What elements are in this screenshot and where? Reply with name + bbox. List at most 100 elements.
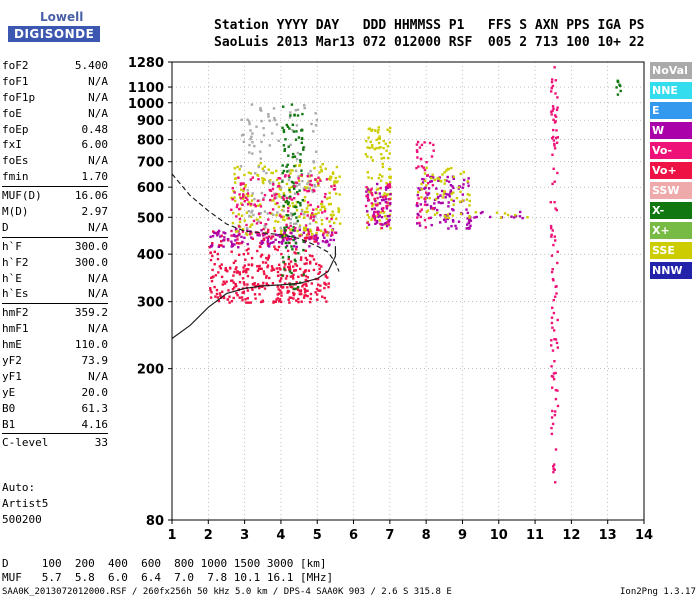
data-point [300,169,303,172]
data-point [373,197,376,201]
data-point [447,201,450,204]
data-point [321,234,325,237]
data-point [292,273,295,276]
data-point [550,235,553,238]
data-point [314,212,318,216]
data-point [307,230,310,233]
data-point [384,188,388,191]
data-point [316,180,319,183]
data-point [304,269,307,272]
data-point [265,276,268,279]
data-point [417,213,420,217]
data-point [283,175,287,178]
data-point [275,192,278,196]
data-point [299,258,303,261]
data-point [371,146,374,149]
data-point [286,265,290,269]
data-point [295,248,298,251]
data-point [290,185,293,189]
data-point [264,226,267,229]
data-point [300,174,303,177]
data-point [314,291,317,294]
data-point [261,300,264,303]
data-point [247,301,250,304]
data-point [227,289,230,292]
data-point [303,188,306,192]
data-point [270,241,273,244]
data-point [275,267,279,270]
data-point [259,150,262,153]
data-point [288,204,291,208]
data-point [287,154,290,157]
data-point [309,260,312,264]
param-row: fxI 6.00 [2,137,108,153]
param-value: 1.70 [81,170,109,184]
data-point [245,268,248,271]
data-point [294,109,297,112]
data-point [295,209,299,212]
data-point [550,416,554,419]
data-point [266,239,270,242]
x-tick-label: 6 [349,528,358,543]
data-point [234,230,238,233]
data-point [466,223,469,226]
data-point [246,118,249,121]
data-point [300,292,303,296]
param-value: 0.48 [81,122,109,136]
data-point [423,168,427,172]
data-point [291,275,294,278]
data-point [423,141,426,144]
data-point [210,245,213,248]
data-point [248,232,252,236]
data-point [250,203,253,206]
data-point [282,209,285,213]
data-point [285,214,288,217]
data-point [325,300,328,303]
data-point [278,235,282,238]
data-point [307,172,310,175]
data-point [425,191,428,194]
data-point [301,274,304,277]
data-point [416,190,420,194]
data-point [238,242,241,245]
data-point [246,297,249,300]
data-point [302,248,305,252]
data-point [316,283,320,286]
data-point [427,192,431,195]
x-tick-label: 1 [167,528,176,543]
data-point [443,218,446,221]
data-point [267,113,270,116]
data-point [277,288,280,291]
data-point [366,146,369,149]
data-point [288,262,291,265]
data-point [256,218,259,221]
data-point [326,276,329,279]
data-point [302,283,305,286]
data-point [431,173,434,177]
data-point [450,192,453,195]
data-point [231,198,234,201]
data-point [272,213,275,216]
data-point [433,202,436,205]
data-point [238,225,241,228]
data-point [273,226,276,230]
data-point [257,220,260,223]
data-point [304,274,308,278]
legend-item-nne: NNE [650,82,692,99]
data-point [295,216,298,219]
data-point [313,240,316,243]
data-point [238,220,242,224]
data-point [278,195,281,198]
data-point [429,175,432,179]
data-point [430,207,433,210]
data-point [217,299,220,303]
data-point [423,187,426,190]
data-point [318,267,321,271]
footer-muf-line: MUF 5.7 5.8 6.0 6.4 7.0 7.8 10.1 16.1 [M… [2,571,334,584]
data-point [228,266,232,269]
data-point [281,126,284,130]
data-point [268,119,271,122]
data-point [291,248,294,251]
data-point [263,210,267,213]
data-point [228,295,231,298]
